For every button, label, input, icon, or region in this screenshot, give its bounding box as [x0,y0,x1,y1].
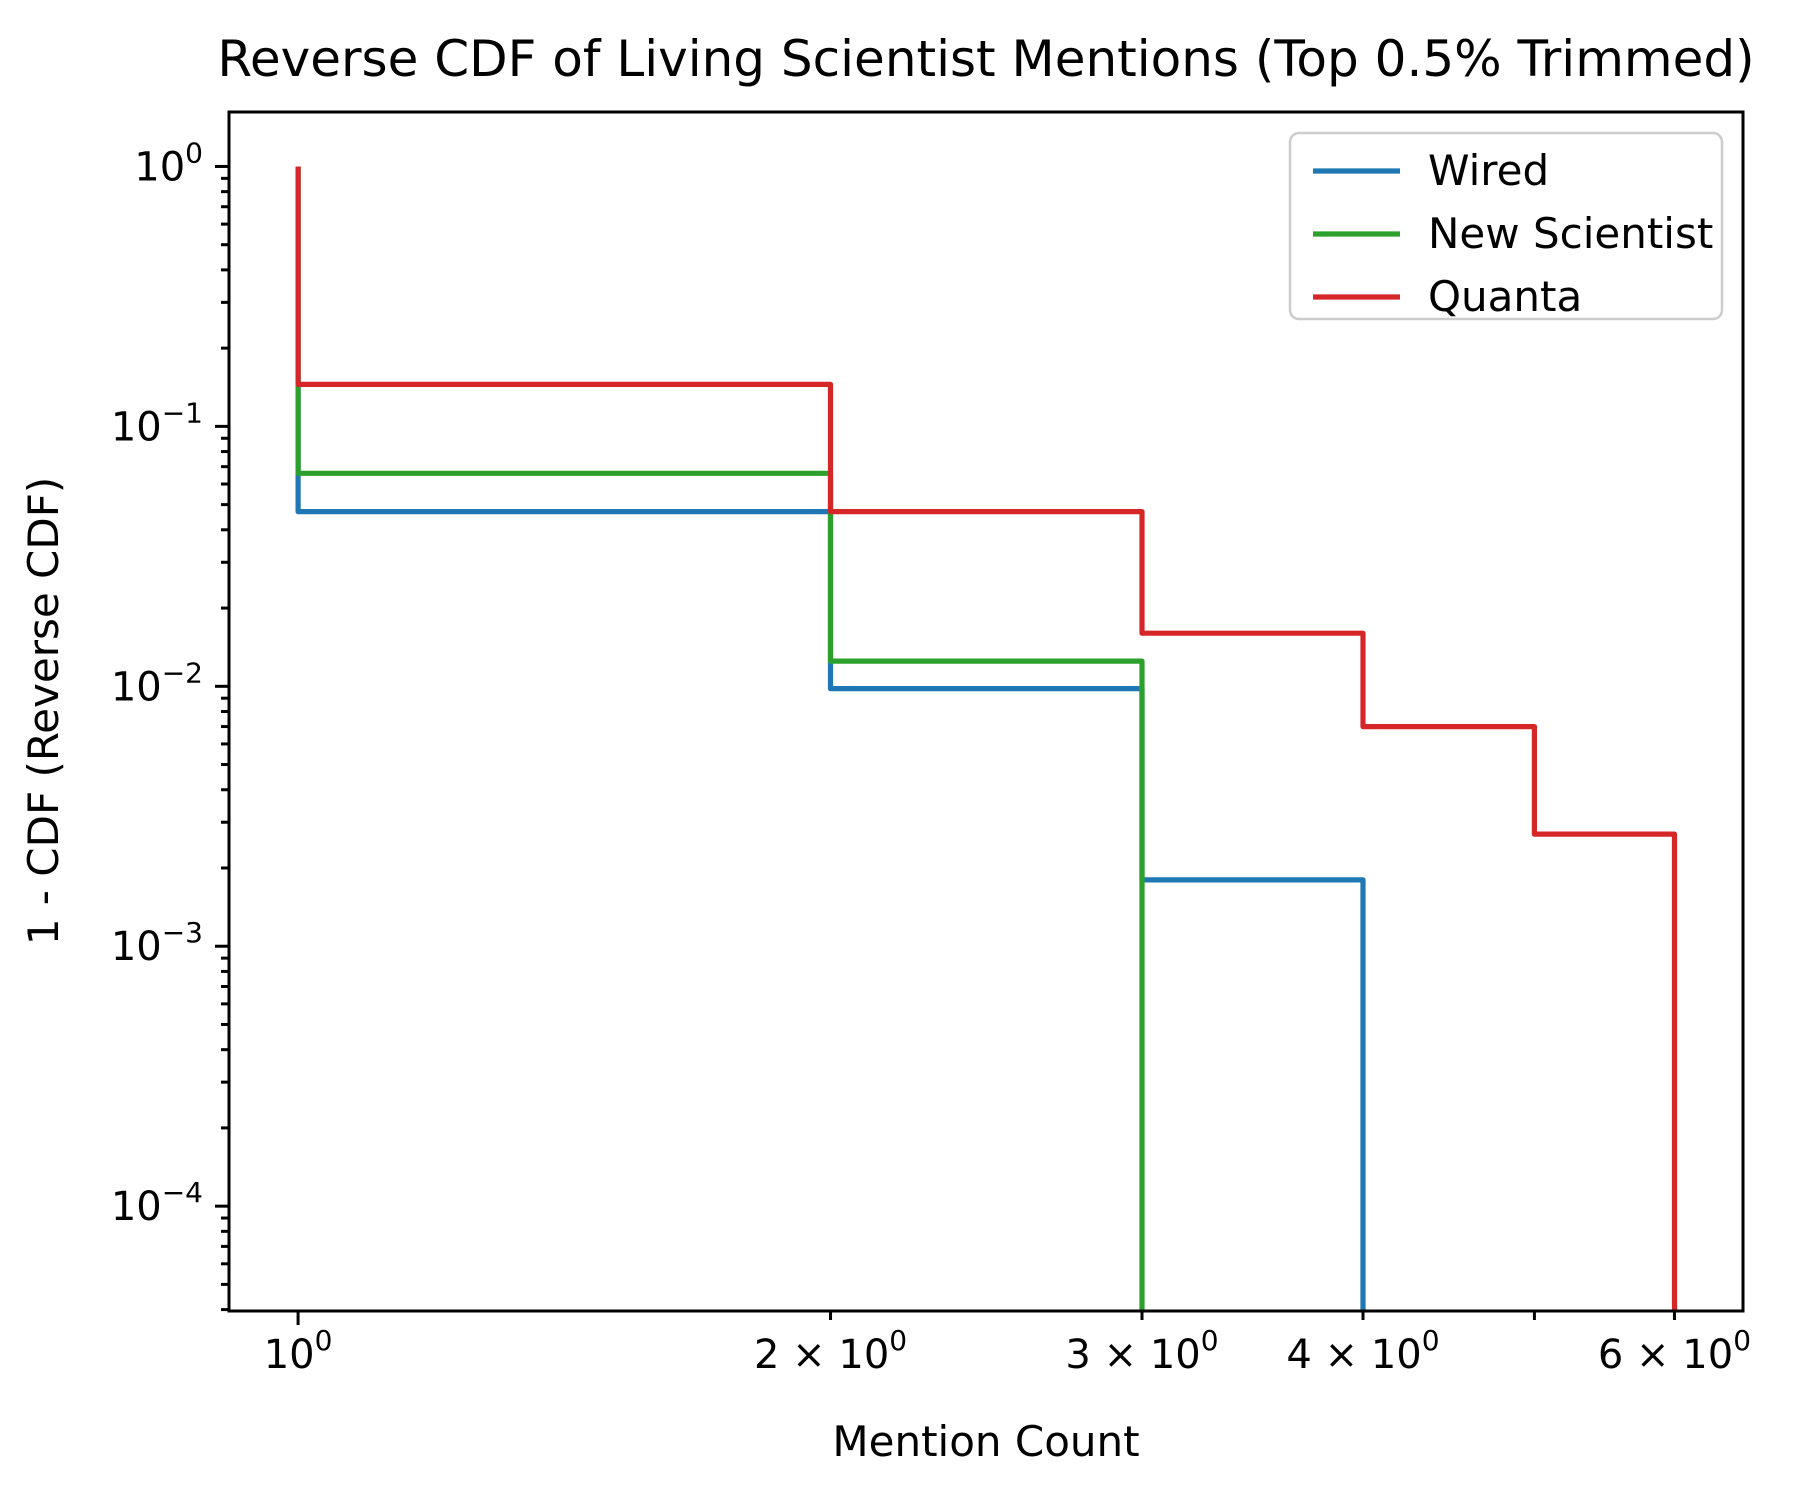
tick-label-layer: 100 2 × 100 3 × 100 4 × 100 6 × 100 100 10−1 10… [111,136,1751,1378]
x-axis-label: Mention Count [832,1417,1139,1466]
series-layer [295,166,1678,1311]
x-tick-label: 3 × 100 [1065,1324,1218,1378]
x-tick-label: 100 [264,1324,333,1378]
chart-title: Reverse CDF of Living Scientist Mentions… [217,30,1754,88]
series-line-quanta [295,166,1678,1311]
y-tick-label: 10−3 [111,916,203,970]
tick-layer [215,164,1676,1325]
legend-box [1288,131,1724,321]
y-tick-label: 10−1 [111,396,203,450]
plot-border [227,110,1745,1313]
x-tick-label: 4 × 100 [1286,1324,1439,1378]
x-tick-label: 6 × 100 [1598,1324,1751,1378]
legend-item-new-scientist: New Scientist [1313,209,1713,258]
y-axis-label: 1 - CDF (Reverse CDF) [19,477,68,946]
legend-item-quanta: Quanta [1313,272,1582,321]
legend-label: Quanta [1428,272,1582,321]
legend-label: Wired [1428,146,1549,195]
series-line-new-scientist [295,166,1145,1311]
legend: Wired New Scientist Quanta [1288,131,1724,321]
legend-label: New Scientist [1428,209,1713,258]
x-tick-label: 2 × 100 [754,1324,907,1378]
y-tick-label: 10−2 [111,656,203,710]
y-tick-label: 100 [134,136,203,190]
series-line-wired [295,166,1366,1311]
y-tick-label: 10−4 [111,1176,203,1230]
legend-item-wired: Wired [1313,146,1549,195]
